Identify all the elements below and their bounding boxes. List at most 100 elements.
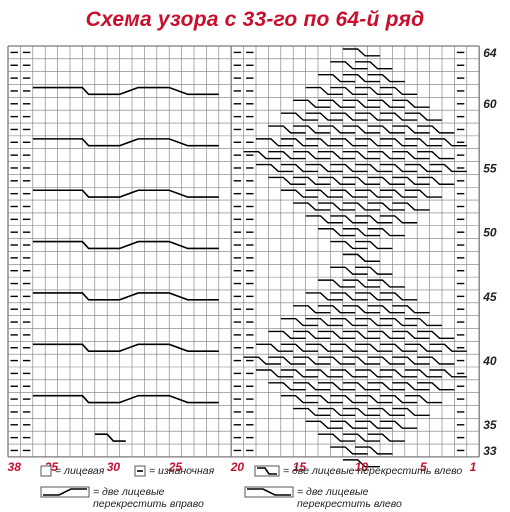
cable-cross (367, 151, 405, 160)
cable-cross (330, 215, 368, 224)
cable-cross (429, 343, 467, 352)
cable-cross (305, 369, 343, 378)
row-number: 35 (483, 418, 497, 432)
cable-cross (305, 138, 343, 147)
legend-cross-left-label: = две лицевые перекрестить влево (297, 486, 402, 510)
cable-cross (256, 343, 294, 352)
cable-cross (318, 330, 356, 340)
cable-cross (330, 240, 368, 250)
cable-cross (330, 394, 368, 404)
cable-cross (367, 407, 405, 417)
cable-cross (293, 176, 331, 185)
cable-cross (404, 369, 442, 378)
cable-cross (330, 86, 368, 96)
cable-cross (268, 356, 306, 365)
cable-cross (429, 138, 467, 147)
cable-cross (318, 176, 356, 185)
cable-cross (318, 125, 356, 134)
cable-cross (404, 163, 442, 173)
cable-cross (318, 356, 356, 365)
cable-cross (330, 446, 368, 455)
cable-cross (280, 112, 318, 121)
cable-cross (417, 151, 455, 160)
cable-cross (293, 382, 331, 391)
cable-cross (355, 292, 393, 301)
cable-cross (355, 369, 393, 378)
chart-title: Схема узора с 33-го по 64-й ряд (85, 8, 425, 31)
cable-cross (367, 433, 405, 442)
cable-cross (330, 343, 368, 352)
cable-cross (330, 189, 368, 198)
cable-cross (305, 420, 343, 429)
legend-knit: = лицевая (40, 465, 104, 477)
cable-cross (293, 125, 331, 134)
cable-small (94, 433, 126, 442)
cable-cross (330, 61, 368, 70)
cable-cross (330, 138, 368, 147)
cable-cross (367, 330, 405, 340)
cable-cross (305, 112, 343, 121)
row-number: 45 (482, 290, 497, 304)
cable-cross (380, 369, 418, 378)
legend-cross-left-small-label: = две лицевые перекрестить влево (283, 465, 463, 477)
cable-cross (380, 420, 418, 429)
cable-cross (355, 317, 393, 327)
cable-band (32, 292, 219, 301)
legend-cross-left: = две лицевые перекрестить влево (244, 486, 402, 510)
cable-cross (268, 176, 306, 185)
cable-band (32, 86, 219, 96)
cable-cross (380, 292, 418, 301)
cable-cross (305, 215, 343, 224)
cable-cross (417, 176, 455, 185)
purl-marks (10, 51, 465, 452)
cable-cross (280, 369, 318, 378)
column-number: 38 (8, 460, 22, 474)
cable-cross (380, 215, 418, 224)
cable-cross (404, 112, 442, 121)
cable-cross (417, 330, 455, 340)
cable-cross (392, 382, 430, 391)
cable-cross (355, 189, 393, 198)
cable-cross (342, 459, 380, 468)
cable-cross (280, 189, 318, 198)
cable-cross (318, 382, 356, 391)
cable-cross (380, 394, 418, 404)
cable-cross (355, 420, 393, 429)
row-number: 55 (483, 161, 497, 175)
cable-cross (318, 407, 356, 417)
cable-cross (429, 369, 467, 378)
cable-cross (318, 228, 356, 237)
cable-cross (367, 305, 405, 314)
cable-cross (243, 151, 281, 160)
cable-cross (380, 86, 418, 96)
row-number: 40 (482, 354, 497, 368)
cable-cross (342, 228, 380, 237)
cable-cross (380, 138, 418, 147)
cable-cross (355, 240, 393, 250)
cable-cross (318, 151, 356, 160)
cable-cross (293, 99, 331, 108)
cable-cross (330, 420, 368, 429)
legend-purl: = изнаночная (134, 465, 214, 477)
cable-cross (318, 305, 356, 314)
cable-band (32, 138, 219, 147)
cable-cross (318, 99, 356, 108)
cable-cross (392, 356, 430, 365)
cable-cross (392, 151, 430, 160)
cable-panel-right (243, 48, 467, 468)
cable-cross (342, 151, 380, 160)
cable-cross (293, 305, 331, 314)
cable-cross (330, 292, 368, 301)
cable-cross (330, 112, 368, 121)
cable-cross (342, 407, 380, 417)
cable-cross (404, 138, 442, 147)
cable-cross (305, 343, 343, 352)
cable-cross (404, 189, 442, 198)
cable-cross (355, 446, 393, 455)
cable-cross (342, 176, 380, 185)
cable-cross (305, 189, 343, 198)
cable-cross (342, 125, 380, 134)
cable-cross (318, 202, 356, 211)
legend-cross-right: = две лицевые перекрестить вправо (40, 486, 204, 510)
grid-lines (7, 45, 480, 458)
